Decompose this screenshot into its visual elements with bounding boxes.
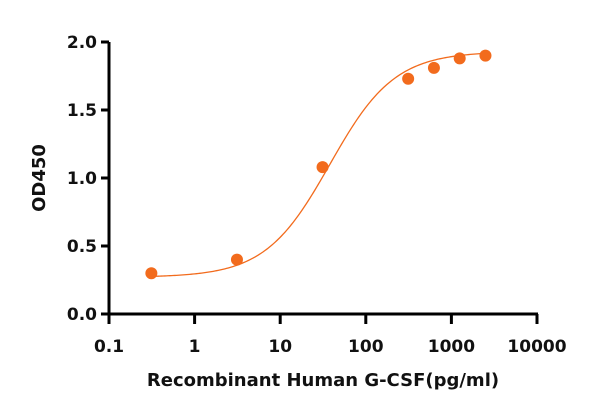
data-point bbox=[230, 253, 243, 266]
y-axis-title: OD450 bbox=[29, 144, 50, 212]
y-axis-ticks: 0.0 0.5 1.0 1.5 2.0 bbox=[67, 33, 109, 325]
x-axis-title: Recombinant Human G-CSF(pg/ml) bbox=[147, 370, 499, 391]
x-tick-label: 10 bbox=[268, 337, 292, 357]
fit-curve bbox=[151, 52, 486, 278]
y-tick-label: 0.0 bbox=[67, 305, 97, 325]
y-tick-label: 0.5 bbox=[67, 237, 97, 257]
x-axis-ticks: 0.1 1 10 100 1000 10000 bbox=[94, 314, 567, 357]
x-tick-label: 1000 bbox=[428, 337, 475, 357]
data-point bbox=[479, 49, 492, 62]
data-points bbox=[145, 49, 492, 280]
data-point bbox=[453, 52, 466, 65]
data-point bbox=[427, 61, 440, 74]
x-tick-label: 10000 bbox=[507, 337, 566, 357]
data-point bbox=[402, 72, 415, 85]
y-tick-label: 1.5 bbox=[67, 101, 97, 121]
x-tick-label: 100 bbox=[348, 337, 384, 357]
data-point bbox=[316, 161, 329, 174]
y-tick-label: 1.0 bbox=[67, 169, 97, 189]
y-tick-label: 2.0 bbox=[67, 33, 97, 53]
data-point bbox=[145, 267, 158, 280]
x-tick-label: 1 bbox=[189, 337, 201, 357]
x-tick-label: 0.1 bbox=[94, 337, 124, 357]
